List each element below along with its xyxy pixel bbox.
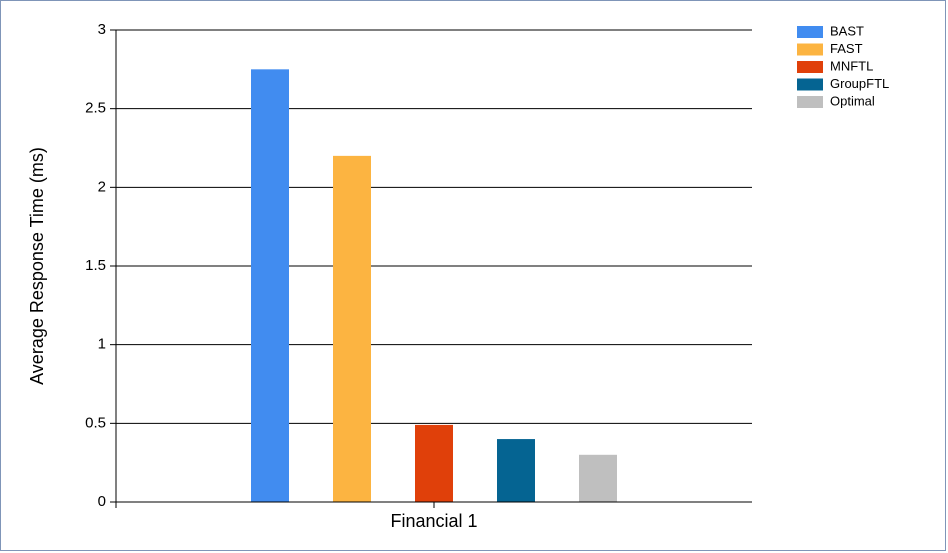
y-tick-label: 0: [98, 493, 106, 510]
bars: [251, 69, 617, 502]
y-axis-ticks: 0 0.5 1 1.5 2 2.5 3: [85, 21, 116, 510]
y-axis-label: Average Response Time (ms): [27, 147, 47, 385]
legend: BAST FAST MNFTL GroupFTL Optimal: [797, 23, 889, 108]
y-tick-label: 2.5: [85, 100, 106, 117]
y-tick-label: 1: [98, 336, 106, 353]
y-tick-label: 3: [98, 21, 106, 38]
legend-label: MNFTL: [830, 58, 873, 73]
x-category-label: Financial 1: [390, 511, 477, 531]
legend-swatch: [797, 43, 823, 56]
legend-swatch: [797, 26, 823, 38]
legend-label: Optimal: [830, 93, 875, 108]
legend-label: FAST: [830, 41, 863, 56]
gridlines: [116, 29, 752, 424]
bar-bast: [251, 69, 289, 502]
y-tick-label: 0.5: [85, 414, 106, 431]
bar-fast: [333, 155, 371, 502]
legend-swatch: [797, 61, 823, 73]
bar-optimal: [579, 454, 617, 502]
legend-swatch: [797, 78, 823, 91]
legend-label: GroupFTL: [830, 76, 889, 91]
y-tick-label: 2: [98, 178, 106, 195]
x-axis-ticks: Financial 1: [390, 502, 478, 531]
bar-mnftl: [415, 424, 453, 502]
y-tick-label: 1.5: [85, 257, 106, 274]
legend-swatch: [797, 96, 823, 108]
bar-groupftl: [497, 439, 535, 502]
legend-label: BAST: [830, 23, 864, 38]
